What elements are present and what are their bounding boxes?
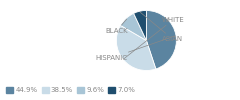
Text: WHITE: WHITE <box>124 16 185 59</box>
Text: ASIAN: ASIAN <box>140 12 183 42</box>
Wedge shape <box>120 13 146 40</box>
Wedge shape <box>116 25 156 70</box>
Text: BLACK: BLACK <box>105 19 128 34</box>
Text: HISPANIC: HISPANIC <box>96 36 175 61</box>
Wedge shape <box>134 10 146 40</box>
Legend: 44.9%, 38.5%, 9.6%, 7.0%: 44.9%, 38.5%, 9.6%, 7.0% <box>3 84 138 96</box>
Wedge shape <box>146 10 176 69</box>
